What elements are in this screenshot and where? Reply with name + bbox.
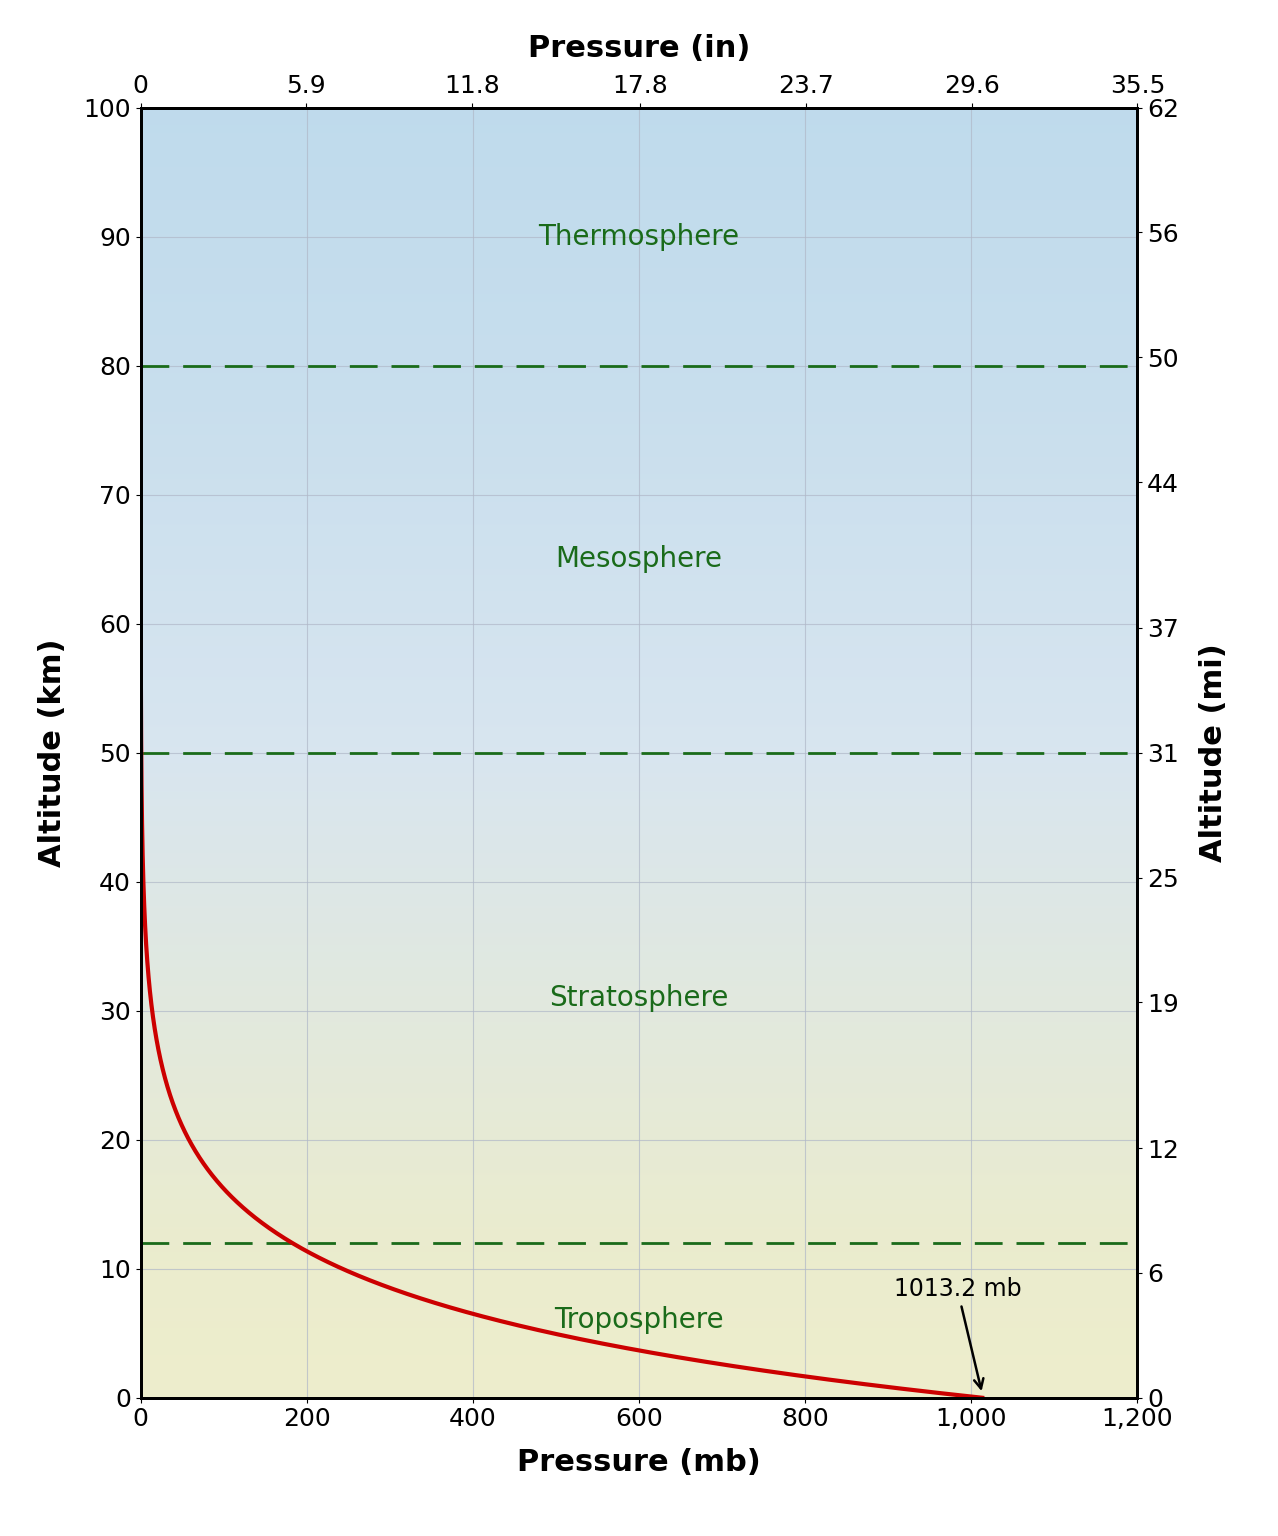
- Y-axis label: Altitude (mi): Altitude (mi): [1199, 644, 1228, 862]
- X-axis label: Pressure (in): Pressure (in): [528, 34, 750, 63]
- Text: Stratosphere: Stratosphere: [550, 983, 728, 1012]
- Y-axis label: Altitude (km): Altitude (km): [37, 639, 66, 866]
- Text: 1013.2 mb: 1013.2 mb: [893, 1276, 1021, 1389]
- X-axis label: Pressure (mb): Pressure (mb): [518, 1448, 760, 1478]
- Text: Mesosphere: Mesosphere: [556, 545, 722, 573]
- Text: Troposphere: Troposphere: [555, 1306, 723, 1335]
- Text: Thermosphere: Thermosphere: [538, 223, 740, 250]
